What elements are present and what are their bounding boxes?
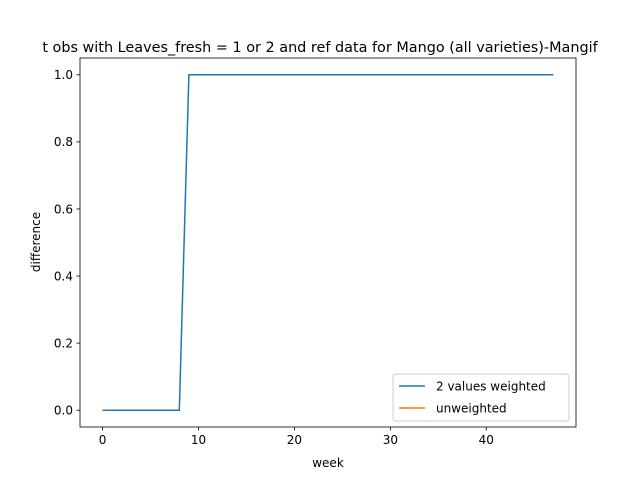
legend-label-1: unweighted (436, 401, 507, 415)
y-tick-label: 0.6 (54, 202, 73, 216)
x-tick-label: 20 (287, 433, 302, 447)
axes-frame (79, 57, 577, 428)
y-tick-label: 0.4 (54, 269, 73, 283)
x-tick-label: 30 (383, 433, 398, 447)
y-tick-label: 0.8 (54, 135, 73, 149)
series-line-0 (102, 74, 554, 411)
plot-area: 0 10 20 30 40 0.0 0.2 0.4 0.6 0.8 1.0 (54, 57, 577, 447)
y-tick-label: 0.2 (54, 336, 73, 350)
y-tick-label: 0.0 (54, 404, 73, 418)
legend: 2 values weighted unweighted (392, 373, 570, 422)
x-tick-label: 0 (99, 433, 107, 447)
legend-label-0: 2 values weighted (436, 379, 546, 393)
y-tick-label: 1.0 (54, 68, 73, 82)
y-axis-label: difference (29, 212, 43, 272)
legend-frame (392, 373, 570, 422)
chart-title: t obs with Leaves_fresh = 1 or 2 and ref… (42, 40, 598, 56)
x-axis-label: week (312, 456, 344, 470)
axes-background (80, 58, 576, 427)
x-tick-label: 10 (191, 433, 206, 447)
x-tick-label: 40 (479, 433, 494, 447)
